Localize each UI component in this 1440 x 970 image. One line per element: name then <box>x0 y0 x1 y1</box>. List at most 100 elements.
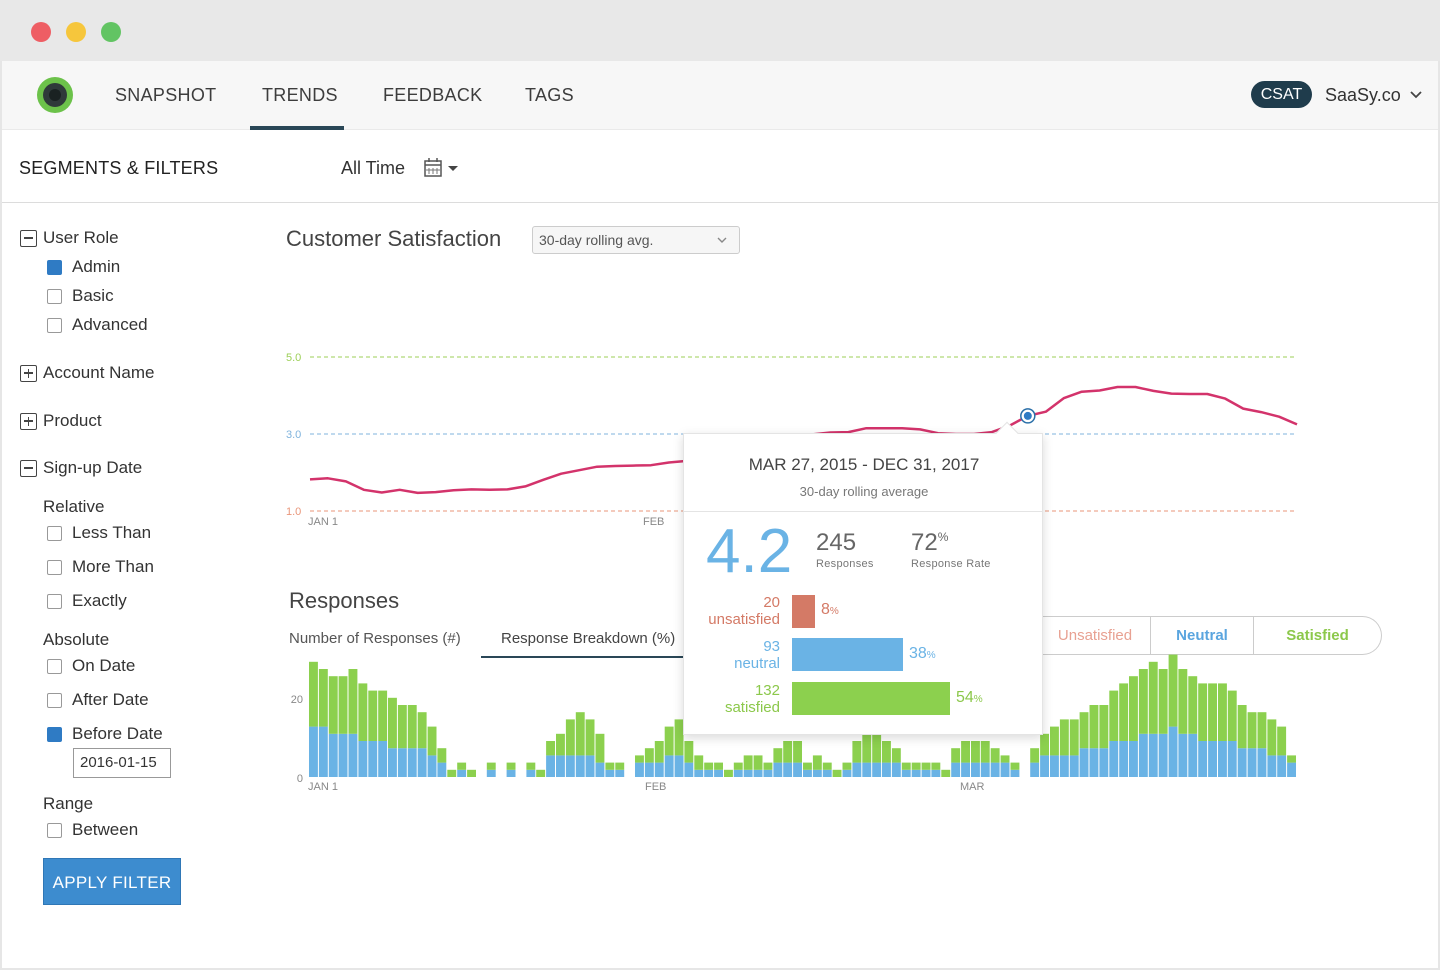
tooltip-response-rate: 72% <box>911 529 949 556</box>
group-label: Sign-up Date <box>43 458 143 477</box>
segment-unsatisfied[interactable]: Unsatisfied <box>1040 617 1151 654</box>
csat-title: Customer Satisfaction <box>286 226 502 251</box>
satisfied-pct: 54% <box>956 689 983 706</box>
neutral-bar <box>792 638 903 671</box>
checkbox-before-date[interactable]: Before Date <box>47 724 163 744</box>
close-window-button[interactable] <box>31 22 51 42</box>
checkbox-label: After Date <box>72 690 149 709</box>
group-user-role[interactable]: User Role <box>20 228 119 248</box>
pct-value: 8 <box>821 601 830 618</box>
neutral-label: neutral <box>734 655 780 672</box>
checkbox-unchecked[interactable] <box>47 692 62 708</box>
tooltip-responses: 245 <box>816 529 857 556</box>
checkbox-between[interactable]: Between <box>47 820 138 840</box>
checkbox-admin[interactable]: Admin <box>47 257 120 277</box>
satisfied-count: 132 <box>754 682 780 699</box>
tooltip-response-rate-label: Response Rate <box>911 558 991 570</box>
relative-label: Relative <box>43 497 105 516</box>
group-signup-date[interactable]: Sign-up Date <box>20 458 142 478</box>
expand-icon[interactable] <box>20 412 37 430</box>
pct-value: 38 <box>909 645 927 662</box>
checkbox-label: Advanced <box>72 315 148 334</box>
nav-snapshot[interactable]: SNAPSHOT <box>115 85 217 105</box>
rolling-avg-select[interactable]: 30-day rolling avg. <box>532 226 740 254</box>
checkbox-unchecked[interactable] <box>47 288 62 304</box>
checkbox-unchecked[interactable] <box>47 658 62 674</box>
filter-header: SEGMENTS & FILTERS All Time <box>2 131 1438 203</box>
nav-trends[interactable]: TRENDS <box>262 85 338 105</box>
checkbox-label: Before Date <box>72 724 163 743</box>
group-account-name[interactable]: Account Name <box>20 363 155 383</box>
pct-value: 54 <box>956 689 974 706</box>
responses-title: Responses <box>289 588 400 613</box>
top-navbar: SNAPSHOT TRENDS FEEDBACK TAGS CSAT SaaSy… <box>2 61 1438 130</box>
neutral-count: 93 <box>763 638 780 655</box>
segment-neutral[interactable]: Neutral <box>1151 617 1254 654</box>
unsatisfied-bar <box>792 595 815 628</box>
checkbox-checked[interactable] <box>47 726 62 742</box>
checkbox-label: Basic <box>72 286 114 305</box>
chevron-down-icon <box>717 237 727 243</box>
checkbox-unchecked[interactable] <box>47 525 62 541</box>
date-range-picker[interactable]: All Time <box>341 158 406 178</box>
checkbox-label: Admin <box>72 257 121 276</box>
nav-active-indicator <box>250 126 344 130</box>
group-label: Account Name <box>43 363 155 382</box>
collapse-icon[interactable] <box>20 459 37 477</box>
divider <box>684 511 1042 512</box>
response-rate-value: 72 <box>911 529 938 556</box>
group-label: Product <box>43 411 102 430</box>
app-frame <box>0 61 1440 970</box>
range-label: Range <box>43 794 94 813</box>
checkbox-label: More Than <box>72 557 154 576</box>
checkbox-more-than[interactable]: More Than <box>47 557 154 577</box>
select-value: 30-day rolling avg. <box>539 232 654 248</box>
segments-filters-title: SEGMENTS & FILTERS <box>19 158 219 178</box>
window-titlebar <box>0 0 1440 61</box>
absolute-label: Absolute <box>43 630 110 649</box>
nav-feedback[interactable]: FEEDBACK <box>383 85 483 105</box>
calendar-icon[interactable] <box>423 157 461 179</box>
expand-icon[interactable] <box>20 364 37 382</box>
tab-number-of-responses[interactable]: Number of Responses (#) <box>289 630 461 647</box>
nav-tags[interactable]: TAGS <box>525 85 574 105</box>
checkbox-exactly[interactable]: Exactly <box>47 591 127 611</box>
unsatisfied-pct: 8% <box>821 601 839 618</box>
maximize-window-button[interactable] <box>101 22 121 42</box>
tooltip-responses-label: Responses <box>816 558 874 570</box>
checkbox-checked[interactable] <box>47 259 62 275</box>
checkbox-advanced[interactable]: Advanced <box>47 315 148 335</box>
minimize-window-button[interactable] <box>66 22 86 42</box>
tooltip-score: 4.2 <box>706 517 793 586</box>
checkbox-label: Between <box>72 820 139 839</box>
before-date-input[interactable]: 2016-01-15 <box>73 748 171 778</box>
satisfied-bar <box>792 682 950 715</box>
satisfaction-segment-toggle: Unsatisfied Neutral Satisfied <box>1040 616 1382 655</box>
collapse-icon[interactable] <box>20 229 37 247</box>
csat-badge[interactable]: CSAT <box>1251 81 1312 108</box>
company-name[interactable]: SaaSy.co <box>1325 85 1401 105</box>
checkbox-basic[interactable]: Basic <box>47 286 114 306</box>
apply-filter-button[interactable]: APPLY FILTER <box>43 858 181 905</box>
unsatisfied-count: 20 <box>763 594 780 611</box>
checkbox-less-than[interactable]: Less Than <box>47 523 151 543</box>
segment-satisfied[interactable]: Satisfied <box>1286 627 1349 644</box>
checkbox-unchecked[interactable] <box>47 593 62 609</box>
group-label: User Role <box>43 228 119 247</box>
tab-response-breakdown[interactable]: Response Breakdown (%) <box>501 630 676 647</box>
checkbox-after-date[interactable]: After Date <box>47 690 149 710</box>
satisfied-label: satisfied <box>724 699 780 716</box>
checkbox-unchecked[interactable] <box>47 317 62 333</box>
checkbox-unchecked[interactable] <box>47 822 62 838</box>
tooltip-date-range: MAR 27, 2015 - DEC 31, 2017 <box>748 455 980 474</box>
checkbox-unchecked[interactable] <box>47 559 62 575</box>
group-product[interactable]: Product <box>20 411 102 431</box>
tooltip-subtitle: 30-day rolling average <box>799 484 929 499</box>
checkbox-label: On Date <box>72 656 136 675</box>
csat-tooltip: MAR 27, 2015 - DEC 31, 2017 30-day rolli… <box>683 421 1043 735</box>
chevron-down-icon[interactable] <box>1409 88 1423 102</box>
app-logo-icon[interactable] <box>36 76 74 114</box>
checkbox-label: Exactly <box>72 591 127 610</box>
neutral-pct: 38% <box>909 645 936 662</box>
checkbox-on-date[interactable]: On Date <box>47 656 135 676</box>
